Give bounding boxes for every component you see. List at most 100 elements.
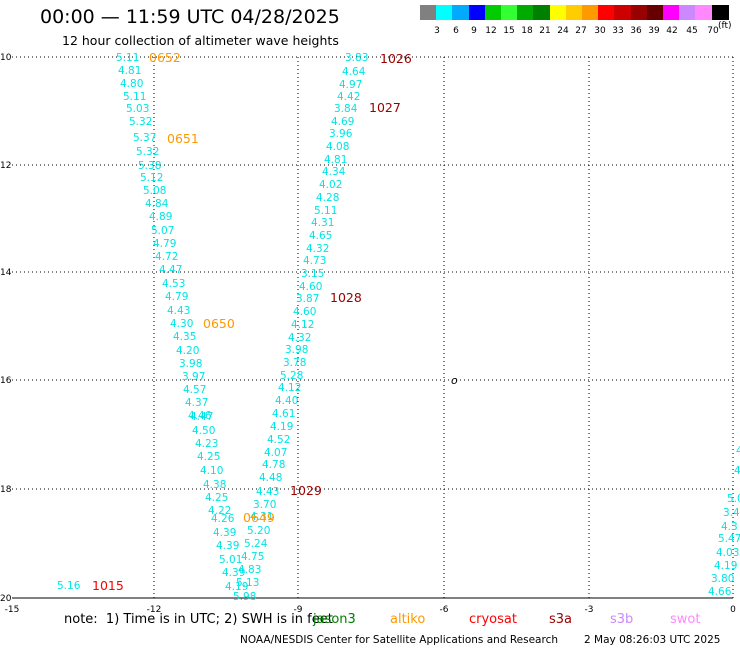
wave-height-reading: 3.78 — [283, 357, 306, 369]
legend-label: 12 — [485, 26, 497, 36]
longitude-tick-label: -12 — [147, 605, 162, 615]
wave-height-reading: 4.25 — [197, 451, 220, 463]
legend-swatch — [517, 5, 535, 20]
wave-height-reading: 5.12 — [140, 172, 163, 184]
wave-height-reading: 4.60 — [299, 281, 322, 293]
wave-height-reading: 4.80 — [120, 78, 143, 90]
pass-time-label: 1015 — [92, 578, 124, 593]
island-marker: o — [451, 374, 458, 387]
wave-height-reading: 4.32 — [288, 332, 311, 344]
wave-height-reading: 4.40 — [275, 395, 298, 407]
wave-height-reading: 4.48 — [259, 472, 282, 484]
wave-height-reading: 5.13 — [236, 577, 259, 589]
wave-height-reading: 4.61 — [272, 408, 295, 420]
longitude-tick-label: -3 — [585, 605, 594, 615]
wave-height-reading: 4.35 — [173, 331, 196, 343]
pass-time-labels: 0652 0651 0650 0649 1026 1027 1028 1029 1015 — [92, 50, 412, 593]
legend-swatch — [549, 5, 567, 20]
wave-height-reading: 4.19 — [225, 581, 248, 593]
wave-height-reading: 4.03 — [716, 547, 739, 559]
satellite-legend-item: cryosat — [469, 612, 517, 627]
wave-height-reading: 5.07 — [151, 225, 174, 237]
wave-height-reading: 4.79 — [153, 238, 176, 250]
wave-height-reading: 4.20 — [176, 345, 199, 357]
legend-label: 3 — [434, 26, 440, 36]
wave-height-reading: 3.98 — [285, 344, 308, 356]
wave-height-reading: 4.60 — [293, 306, 316, 318]
wave-height-reading: 4.39 — [213, 527, 236, 539]
satellite-legend-item: altiko — [390, 612, 426, 627]
legend-swatch — [533, 5, 551, 20]
wave-height-reading: 4.69 — [331, 116, 354, 128]
longitude-tick-label: -9 — [294, 605, 303, 615]
wave-height-reading: 5.98 — [233, 591, 256, 603]
legend-swatch — [452, 5, 470, 20]
wave-height-reading: 4.19 — [270, 421, 293, 433]
wave-height-reading: 4. — [734, 465, 740, 477]
wave-height-reading: 5.01 — [219, 554, 242, 566]
legend-label: 18 — [521, 26, 533, 36]
legend-swatch — [695, 5, 713, 20]
pass-time-label: 1029 — [290, 483, 322, 498]
legend-label: 15 — [503, 26, 515, 36]
credit-line: NOAA/NESDIS Center for Satellite Applica… — [240, 634, 558, 646]
legend-swatch — [630, 5, 648, 20]
latitude-tick-label: 10 — [0, 53, 12, 63]
legend-label: 39 — [648, 26, 660, 36]
legend-label: 70 — [707, 26, 719, 36]
wave-height-reading: 4.57 — [183, 384, 206, 396]
wave-height-reading: 4.39 — [216, 540, 239, 552]
chart-subtitle: 12 hour collection of altimeter wave hei… — [62, 33, 339, 48]
wave-height-reading: 4.75 — [241, 551, 264, 563]
wave-height-reading: 5.11 — [314, 205, 337, 217]
legend-swatch — [484, 5, 502, 20]
wave-height-reading: 3.96 — [329, 128, 353, 140]
latitude-tick-label: 14 — [0, 268, 12, 278]
wave-height-reading: 4.47 — [190, 411, 213, 423]
wave-height-reading: 4.72 — [155, 251, 178, 263]
wave-height-reading: 4.07 — [264, 447, 287, 459]
wave-height-reading: 4.12 — [278, 382, 301, 394]
satellite-legend-item: s3a — [549, 612, 573, 627]
wave-height-reading: 3.97 — [182, 371, 205, 383]
legend-swatch — [582, 5, 599, 20]
wave-height-reading: 5.38 — [138, 160, 161, 172]
wave-height-reading: 4.22 — [208, 505, 231, 517]
latitude-tick-label: 12 — [0, 161, 11, 171]
legend-label: 42 — [666, 26, 678, 36]
latitude-tick-label: 20 — [0, 594, 12, 604]
legend-swatch — [711, 5, 729, 20]
wave-height-reading: 4.19 — [714, 560, 737, 572]
pass-time-label: 1026 — [380, 51, 412, 66]
footer-note: note: 1) Time is in UTC; 2) SWH is in fe… — [64, 612, 333, 627]
legend-swatch — [598, 5, 616, 20]
legend-unit: (ft) — [718, 21, 732, 31]
wave-height-reading: 4.78 — [262, 459, 285, 471]
wave-height-reading: 4. — [736, 445, 740, 457]
wave-readings: 5.114.814.805.115.035.325.375.325.385.12… — [57, 52, 740, 603]
legend-label: 27 — [575, 26, 587, 36]
legend-swatch — [420, 5, 437, 20]
wave-height-reading: 4.47 — [159, 264, 182, 276]
pass-time-label: 1027 — [369, 100, 401, 115]
wave-height-reading: 5.28 — [280, 370, 303, 382]
wave-height-reading: 3.83 — [345, 52, 368, 64]
pass-time-label: 1028 — [330, 290, 362, 305]
wave-height-reading: 3.15 — [301, 268, 324, 280]
wave-height-reading: 5.20 — [247, 525, 270, 537]
wave-height-reading: 4.31 — [311, 217, 334, 229]
wave-height-reading: 3.80 — [711, 573, 734, 585]
wave-height-reading: 4.42 — [337, 91, 360, 103]
pass-time-label: 0650 — [203, 316, 235, 331]
wave-height-reading: 4.12 — [291, 319, 314, 331]
wave-height-reading: 4.50 — [192, 425, 215, 437]
legend-label: 9 — [471, 26, 477, 36]
wave-height-reading: 5.0 — [727, 493, 740, 505]
wave-height-reading: 4.81 — [118, 65, 141, 77]
pass-time-label: 0649 — [243, 510, 275, 525]
legend-label: 24 — [557, 26, 569, 36]
wave-height-reading: 3.84 — [334, 103, 358, 115]
latitude-tick-label: 18 — [0, 485, 12, 495]
wave-height-reading: 4.84 — [145, 198, 169, 210]
wave-height-reading: 4.31 — [250, 511, 273, 523]
